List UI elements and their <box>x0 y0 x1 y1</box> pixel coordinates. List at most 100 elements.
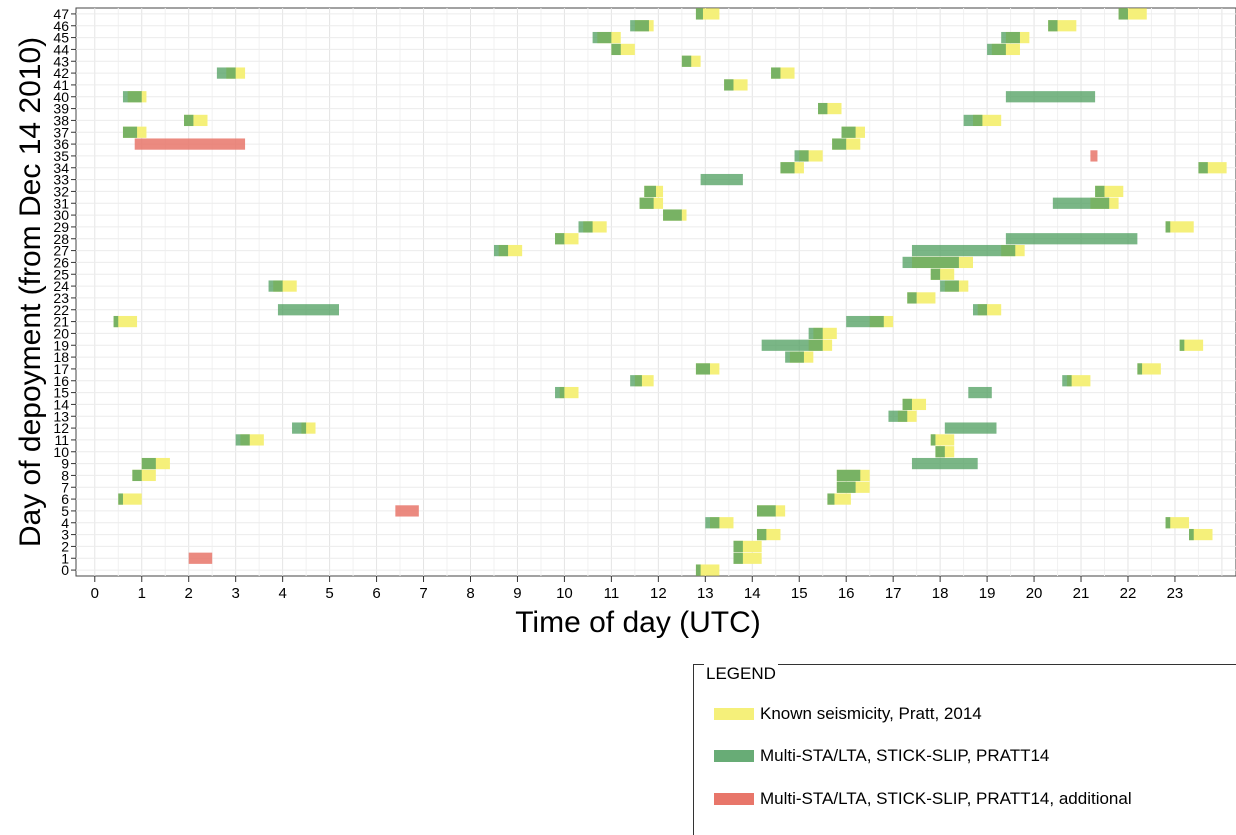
bar-series-1 <box>963 114 983 127</box>
legend-swatch-yellow <box>714 708 754 720</box>
x-tick-label: 0 <box>91 585 99 602</box>
bar-series-1 <box>935 446 945 458</box>
y-tick-label: 31 <box>53 195 69 211</box>
y-tick-label: 45 <box>53 30 69 46</box>
y-tick-label: 3 <box>61 527 69 543</box>
x-tick-label: 4 <box>278 585 286 602</box>
bar-series-0 <box>611 43 635 56</box>
bar-series-0 <box>813 327 837 340</box>
bar-series-0 <box>1165 517 1190 529</box>
bar-series-1 <box>1137 363 1143 375</box>
bar-series-1 <box>1005 91 1096 103</box>
bar-series-2 <box>188 552 213 564</box>
bar-series-0 <box>113 315 138 328</box>
plot-background <box>75 7 1236 577</box>
y-tick-label: 7 <box>61 479 69 495</box>
bar-series-1 <box>695 8 703 20</box>
y-tick-label: 25 <box>53 266 69 282</box>
y-tick-label: 35 <box>53 148 69 164</box>
y-tick-label: 20 <box>53 325 69 341</box>
bar-series-1 <box>733 552 743 564</box>
y-tick-label: 2 <box>61 538 69 554</box>
bar-series-0 <box>695 8 720 20</box>
bar-series-1 <box>940 280 959 292</box>
bar-series-1 <box>592 31 612 44</box>
bar-series-1 <box>930 268 941 280</box>
x-tick-label: 10 <box>556 585 573 602</box>
legend-swatch-green <box>714 750 754 762</box>
y-tick-label: 38 <box>53 112 69 128</box>
bar-series-0 <box>273 280 297 292</box>
y-tick-label: 16 <box>53 373 69 389</box>
bar-series-1 <box>578 221 593 233</box>
bar-series-0 <box>973 114 1002 127</box>
bar-series-1 <box>756 505 776 517</box>
bar-series-0 <box>733 552 762 564</box>
bar-series-0 <box>756 528 781 541</box>
y-tick-label: 6 <box>61 491 69 507</box>
bar-series-1 <box>836 469 861 482</box>
legend-item-multi-sta: Multi-STA/LTA, STICK-SLIP, PRATT14 <box>714 744 1049 768</box>
bar-series-1 <box>1062 375 1072 387</box>
x-axis-title: Time of day (UTC) <box>515 606 761 639</box>
bar-series-0 <box>710 517 734 529</box>
bar-series-1 <box>771 67 781 79</box>
y-tick-label: 36 <box>53 136 69 152</box>
y-tick-label: 1 <box>61 550 69 566</box>
legend-item-additional: Multi-STA/LTA, STICK-SLIP, PRATT14, addi… <box>714 787 1132 811</box>
bar-series-1 <box>268 280 283 292</box>
bar-series-0 <box>583 221 607 233</box>
bar-series-0 <box>132 469 156 482</box>
bar-series-1 <box>1179 339 1185 351</box>
y-tick-label: 27 <box>53 243 69 259</box>
bar-series-1 <box>987 43 1006 56</box>
bar-series-0 <box>1165 221 1194 233</box>
bar-series-1 <box>808 327 823 340</box>
bar-series-1 <box>1198 162 1208 174</box>
x-tick-label: 7 <box>419 585 427 602</box>
bar-series-0 <box>1048 20 1077 32</box>
y-tick-label: 18 <box>53 349 69 365</box>
bar-series-1 <box>733 540 743 553</box>
legend-item-known-seismicity: Known seismicity, Pratt, 2014 <box>714 702 982 726</box>
bar-series-1 <box>184 114 194 127</box>
x-tick-label: 15 <box>791 585 808 602</box>
y-tick-label: 17 <box>53 361 69 377</box>
bar-series-1 <box>113 315 119 328</box>
x-tick-label: 12 <box>650 585 667 602</box>
bar-series-1 <box>630 20 649 32</box>
bar-series-1 <box>555 233 565 245</box>
bar-series-1 <box>630 375 642 387</box>
y-tick-label: 42 <box>53 65 69 81</box>
y-tick-label: 43 <box>53 53 69 69</box>
bar-series-0 <box>907 292 936 304</box>
bar-series-1 <box>292 422 307 434</box>
x-tick-label: 6 <box>372 585 380 602</box>
bar-series-1 <box>1165 517 1171 529</box>
bar-series-1 <box>644 185 656 198</box>
y-tick-label: 44 <box>53 41 69 57</box>
bar-series-1 <box>888 410 908 422</box>
x-tick-label: 3 <box>232 585 240 602</box>
bar-series-1 <box>794 150 809 162</box>
y-tick-label: 0 <box>61 562 69 578</box>
bar-series-1 <box>756 528 767 541</box>
bar-series-1 <box>1048 20 1058 32</box>
y-tick-label: 40 <box>53 89 69 105</box>
bar-series-1 <box>1118 8 1128 20</box>
bar-series-1 <box>1095 185 1105 198</box>
bar-series-1 <box>235 434 250 446</box>
legend-title: LEGEND <box>704 664 778 684</box>
bar-series-1 <box>277 304 339 316</box>
x-ticks: 0 1 2 3 4 5 6 7 8 9 10 11 12 13 14 15 16 17 18 19 20 21 22 23 <box>91 576 1183 602</box>
y-tick-label: 33 <box>53 172 69 188</box>
bar-series-1 <box>911 244 1016 257</box>
bar-series-0 <box>634 375 654 387</box>
grid <box>76 8 1236 576</box>
y-tick-label: 19 <box>53 337 69 353</box>
bar-series-0 <box>724 79 748 91</box>
bar-series-0 <box>733 540 762 553</box>
y-tick-label: 14 <box>53 396 69 412</box>
bar-series-0 <box>799 150 823 162</box>
bar-series-1 <box>118 493 123 505</box>
